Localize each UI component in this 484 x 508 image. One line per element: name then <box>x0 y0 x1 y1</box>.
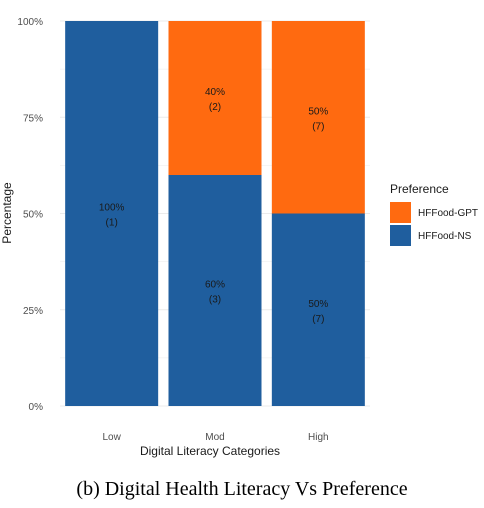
bar-segment <box>65 21 159 406</box>
bars: 100% (1) 60% (3) 40% (2) 50% (7) 50% (7) <box>65 21 365 406</box>
legend: Preference HFFood-GPT HFFood-NS <box>390 182 478 246</box>
legend-label: HFFood-NS <box>418 231 472 242</box>
bar-count-label: (3) <box>209 295 221 306</box>
bar-segment <box>168 175 262 406</box>
bar-count-label: (1) <box>106 218 118 229</box>
bar-segment <box>168 21 262 175</box>
bar-count-label: (7) <box>312 314 324 325</box>
y-tick-label: 25% <box>23 306 43 317</box>
bar-count-label: (2) <box>209 102 221 113</box>
x-tick-label: Low <box>102 432 121 443</box>
x-axis-ticks: Low Mod High <box>102 432 328 443</box>
bar-value-label: 40% <box>205 87 225 98</box>
y-tick-label: 50% <box>23 210 43 221</box>
legend-title: Preference <box>390 182 449 196</box>
bar-count-label: (7) <box>312 121 324 132</box>
y-tick-label: 75% <box>23 113 43 124</box>
bar-value-label: 100% <box>99 203 125 214</box>
x-tick-label: High <box>308 432 329 443</box>
bar-segment <box>271 21 365 214</box>
y-tick-label: 0% <box>29 402 44 413</box>
stacked-bar-chart: 100% (1) 60% (3) 40% (2) 50% (7) 50% (7) 0% 25% 50%… <box>0 17 478 458</box>
x-axis-title: Digital Literacy Categories <box>140 444 280 458</box>
bar-segment <box>271 213 365 406</box>
figure-caption: (b) Digital Health Literacy Vs Preferenc… <box>76 478 408 500</box>
y-axis-ticks: 0% 25% 50% 75% 100% <box>17 17 43 413</box>
y-tick-label: 100% <box>17 17 43 28</box>
bar-value-label: 60% <box>205 280 225 291</box>
x-tick-label: Mod <box>205 432 224 443</box>
legend-swatch <box>390 225 411 246</box>
y-axis-title: Percentage <box>0 182 14 244</box>
legend-label: HFFood-GPT <box>418 208 478 219</box>
bar-value-label: 50% <box>308 106 328 117</box>
legend-swatch <box>390 202 411 223</box>
bar-value-label: 50% <box>308 299 328 310</box>
